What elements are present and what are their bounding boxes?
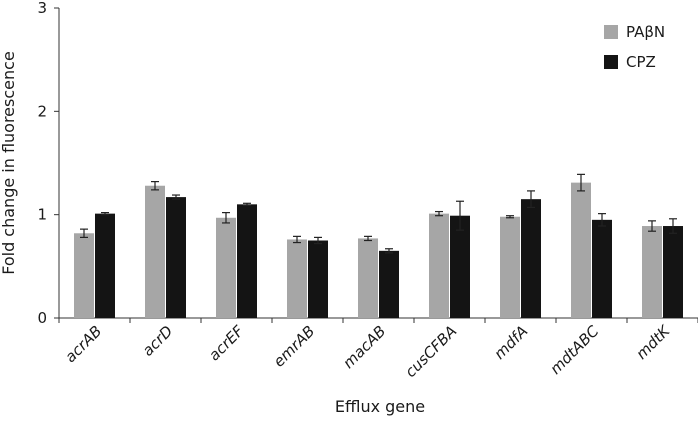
x-tick-label: mdfA [491, 322, 532, 363]
error-bar [364, 235, 372, 242]
error-bar [669, 218, 677, 234]
x-tick-label: acrEF [205, 322, 247, 364]
y-tick-label: 3 [37, 0, 47, 17]
x-tick-label: acrAB [61, 322, 105, 366]
bar-cpz [379, 250, 399, 318]
error-bar [385, 248, 393, 254]
legend-swatch-pabn [604, 25, 618, 39]
x-tick-label: cusCFBA [401, 322, 460, 381]
bar-pabn [429, 213, 449, 318]
error-bar [172, 194, 180, 200]
error-bar [435, 210, 443, 217]
x-axis-title: Efflux gene [335, 397, 425, 416]
y-axis-ticks: 0 1 2 3 [37, 0, 59, 327]
bar-pabn [145, 185, 165, 318]
bar-pabn [571, 182, 591, 318]
y-axis-title: Fold change in fluorescence [0, 51, 18, 275]
bar-cpz [450, 215, 470, 318]
error-bar [577, 173, 585, 192]
x-tick-label: mdtABC [546, 322, 602, 378]
bar-cpz [95, 213, 115, 318]
error-bar [314, 236, 322, 245]
legend-label-pabn: PAβN [626, 23, 665, 41]
bar-pabn [358, 238, 378, 318]
bar-pabn [216, 217, 236, 318]
y-tick-label: 2 [37, 102, 47, 120]
y-tick-label: 1 [37, 206, 47, 224]
error-bar [527, 190, 535, 209]
y-tick-label: 0 [37, 309, 47, 327]
x-tick-label: emrAB [270, 322, 318, 370]
bar-cpz [237, 204, 257, 318]
bars [74, 182, 683, 318]
x-tick-label: acrD [139, 322, 177, 360]
bar-pabn [287, 239, 307, 318]
error-bar [243, 202, 251, 206]
axes [58, 8, 698, 319]
bar-cpz [166, 197, 186, 318]
error-bar [598, 213, 606, 227]
legend-label-cpz: CPZ [626, 53, 656, 71]
bar-cpz [521, 199, 541, 318]
error-bar [151, 181, 159, 191]
bar-cpz [308, 240, 328, 318]
error-bar [293, 235, 301, 244]
bar-pabn [642, 226, 662, 318]
x-tick-label: mdtK [632, 321, 674, 363]
bar-cpz [592, 219, 612, 318]
error-bars [80, 173, 677, 254]
error-bar [101, 212, 109, 216]
bar-cpz [663, 226, 683, 318]
bar-pabn [500, 216, 520, 318]
error-bar [80, 228, 88, 238]
error-bar [456, 200, 464, 231]
error-bar [222, 212, 230, 224]
bar-pabn [74, 233, 94, 318]
legend-swatch-cpz [604, 55, 618, 69]
error-bar [506, 215, 514, 219]
legend: PAβN CPZ [604, 23, 665, 71]
error-bar [648, 220, 656, 232]
x-tick-label: macAB [339, 322, 389, 372]
x-axis-ticks: acrAB acrD acrEF emrAB macAB cusCFBA mdfA mdtAB… [58, 318, 698, 381]
